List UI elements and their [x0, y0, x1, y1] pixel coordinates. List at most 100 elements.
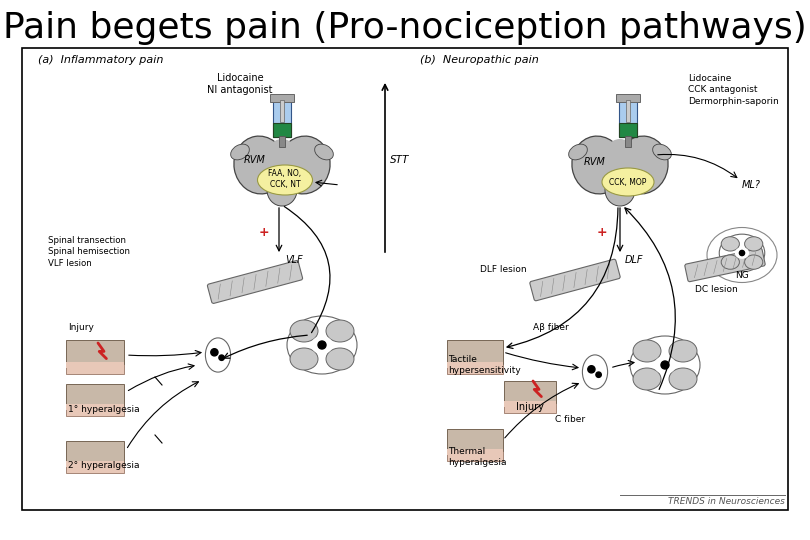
Text: Pain begets pain (Pro-nociception pathways): Pain begets pain (Pro-nociception pathwa… [3, 11, 807, 45]
Text: +: + [597, 226, 608, 239]
FancyBboxPatch shape [273, 99, 291, 137]
FancyBboxPatch shape [66, 362, 124, 374]
Ellipse shape [582, 355, 608, 389]
Text: Aβ fiber: Aβ fiber [533, 323, 569, 333]
Ellipse shape [326, 348, 354, 370]
Text: Injury: Injury [516, 402, 544, 412]
Circle shape [318, 341, 326, 349]
Ellipse shape [654, 356, 676, 374]
Ellipse shape [669, 340, 697, 362]
FancyBboxPatch shape [66, 404, 124, 410]
Text: 2° hyperalgesia: 2° hyperalgesia [68, 462, 139, 470]
FancyBboxPatch shape [447, 362, 503, 374]
Text: DLF: DLF [625, 255, 643, 265]
Text: Tactile
hypersensitivity: Tactile hypersensitivity [448, 355, 521, 375]
Text: Lidocaine
CCK antagonist
Dermorphin-saporin: Lidocaine CCK antagonist Dermorphin-sapo… [688, 75, 778, 106]
Ellipse shape [707, 227, 777, 282]
Text: C fiber: C fiber [555, 415, 585, 424]
FancyBboxPatch shape [66, 404, 124, 416]
Ellipse shape [601, 139, 639, 191]
FancyBboxPatch shape [66, 384, 124, 406]
Text: TRENDS in Neurosciences: TRENDS in Neurosciences [668, 497, 785, 507]
Text: RVM: RVM [584, 157, 606, 167]
Ellipse shape [633, 340, 661, 362]
Text: (a)  Inflammatory pain: (a) Inflammatory pain [38, 55, 164, 65]
Ellipse shape [258, 165, 313, 195]
FancyBboxPatch shape [447, 362, 503, 368]
Text: Lidocaine
NI antagonist: Lidocaine NI antagonist [207, 73, 273, 95]
Text: Thermal
hyperalgesia: Thermal hyperalgesia [448, 447, 506, 467]
Ellipse shape [605, 174, 635, 206]
Ellipse shape [669, 368, 697, 390]
Ellipse shape [314, 144, 334, 160]
FancyBboxPatch shape [270, 94, 294, 102]
Circle shape [596, 372, 601, 377]
FancyBboxPatch shape [66, 441, 124, 463]
Ellipse shape [569, 144, 587, 160]
Ellipse shape [633, 368, 661, 390]
Ellipse shape [616, 136, 668, 194]
Ellipse shape [231, 144, 249, 160]
Text: Injury: Injury [68, 323, 94, 332]
FancyBboxPatch shape [66, 461, 124, 467]
Text: ML?: ML? [742, 180, 761, 190]
FancyBboxPatch shape [207, 261, 303, 303]
Ellipse shape [721, 255, 740, 269]
FancyBboxPatch shape [619, 123, 637, 137]
FancyBboxPatch shape [684, 248, 765, 282]
Ellipse shape [263, 139, 301, 191]
FancyBboxPatch shape [616, 94, 640, 102]
Text: DLF lesion: DLF lesion [480, 266, 526, 274]
FancyBboxPatch shape [504, 401, 556, 413]
Circle shape [219, 355, 224, 360]
Ellipse shape [290, 348, 318, 370]
Ellipse shape [572, 136, 624, 194]
Circle shape [211, 349, 218, 356]
Text: 1° hyperalgesia: 1° hyperalgesia [68, 404, 139, 414]
FancyBboxPatch shape [279, 136, 285, 147]
Text: NG: NG [735, 271, 749, 280]
Ellipse shape [287, 316, 357, 374]
FancyBboxPatch shape [66, 340, 124, 364]
FancyBboxPatch shape [619, 99, 637, 137]
FancyBboxPatch shape [504, 401, 556, 407]
Bar [22, 48, 788, 510]
FancyBboxPatch shape [626, 100, 630, 122]
Ellipse shape [719, 234, 765, 272]
FancyBboxPatch shape [447, 340, 503, 364]
Ellipse shape [234, 136, 286, 194]
Ellipse shape [311, 336, 333, 354]
Ellipse shape [735, 247, 749, 259]
FancyBboxPatch shape [66, 461, 124, 473]
FancyBboxPatch shape [447, 449, 503, 461]
Ellipse shape [326, 320, 354, 342]
Text: DC lesion: DC lesion [695, 286, 738, 294]
Ellipse shape [602, 168, 654, 196]
Ellipse shape [267, 174, 297, 206]
FancyBboxPatch shape [66, 362, 124, 368]
FancyBboxPatch shape [504, 381, 556, 403]
Text: +: + [258, 226, 269, 239]
Ellipse shape [721, 237, 740, 251]
Text: (b)  Neuropathic pain: (b) Neuropathic pain [420, 55, 539, 65]
Text: CCK, MOP: CCK, MOP [609, 178, 646, 186]
FancyBboxPatch shape [273, 123, 291, 137]
Ellipse shape [630, 336, 700, 394]
Ellipse shape [653, 144, 671, 160]
Ellipse shape [744, 237, 763, 251]
FancyBboxPatch shape [447, 449, 503, 455]
Ellipse shape [290, 320, 318, 342]
Text: STT: STT [390, 155, 409, 165]
Ellipse shape [744, 255, 763, 269]
Circle shape [740, 251, 744, 255]
Circle shape [588, 366, 595, 373]
Text: VLF: VLF [285, 255, 303, 265]
FancyBboxPatch shape [280, 100, 284, 122]
FancyBboxPatch shape [447, 429, 503, 451]
FancyBboxPatch shape [625, 136, 631, 147]
Text: FAA, NO,
CCK, NT: FAA, NO, CCK, NT [268, 170, 301, 188]
Ellipse shape [278, 136, 330, 194]
Circle shape [661, 361, 669, 369]
Text: RVM: RVM [244, 155, 266, 165]
FancyBboxPatch shape [530, 259, 620, 301]
